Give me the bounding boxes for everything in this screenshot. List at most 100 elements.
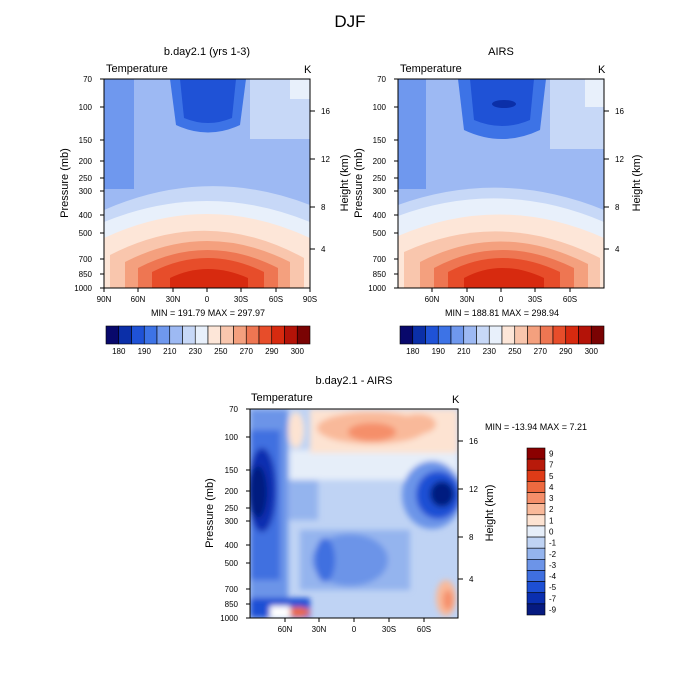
colorbar-label: 190: [432, 347, 446, 356]
y-tick-label: 70: [229, 405, 238, 414]
panel-units-label: K: [304, 64, 312, 76]
colorbar-label: 270: [240, 347, 254, 356]
colorbar-label: 210: [457, 347, 471, 356]
colorbar-swatch: [526, 492, 546, 504]
colorbar-swatch: [526, 559, 546, 571]
colorbar-label: -1: [549, 539, 557, 548]
colorbar-swatch: [526, 570, 546, 582]
y-tick-label: 200: [373, 157, 387, 166]
y-tick-right-label: 8: [321, 203, 326, 212]
colorbar-label: -9: [549, 605, 557, 614]
colorbar-label: -4: [549, 572, 557, 581]
y-tick-right-label: 16: [615, 107, 624, 116]
panel-title: AIRS: [488, 46, 514, 58]
colorbar-label: 290: [265, 347, 279, 356]
colorbar-swatch: [527, 325, 541, 345]
colorbar-swatch: [526, 503, 546, 516]
y-ticks: 70 100 150 200 250 300 400 500 700 850 1…: [74, 75, 104, 293]
y-tick-label: 400: [79, 211, 93, 220]
x-tick-label: 60S: [563, 295, 577, 304]
y-tick-right-label: 4: [469, 575, 474, 584]
panel-difference: b.day2.1 - AIRS Temperature K: [204, 375, 587, 634]
colorbar-label: 9: [549, 450, 554, 459]
colorbar: 180 190 210 230 250 270 290 300: [105, 325, 311, 356]
y-ticks-right: 16 12 8 4: [458, 437, 478, 584]
y-tick-label: 250: [373, 174, 387, 183]
colorbar: 9 7 5 4 3 2 1 0 -1 -2 -3 -4 -5 -7 -9: [526, 447, 557, 616]
x-ticks: 90N 60N 30N 0 30S 60S 90S: [97, 288, 317, 304]
y-tick-label: 100: [79, 103, 93, 112]
y-axis-label: Pressure (mb): [204, 478, 216, 548]
colorbar-label: 250: [508, 347, 522, 356]
min-max-readout: MIN = -13.94 MAX = 7.21: [485, 422, 587, 432]
colorbar-label: 290: [559, 347, 573, 356]
x-tick-label: 90S: [303, 295, 317, 304]
colorbar-swatch: [399, 325, 414, 345]
colorbar-swatch: [284, 325, 298, 345]
y-tick-label: 100: [373, 103, 387, 112]
y-tick-label: 300: [225, 517, 239, 526]
colorbar-swatch: [258, 325, 273, 345]
panel-left-label: Temperature: [106, 63, 168, 75]
colorbar-label: 7: [549, 461, 554, 470]
colorbar-swatch: [578, 325, 592, 345]
y-tick-label: 70: [377, 75, 386, 84]
y-tick-right-label: 8: [615, 203, 620, 212]
panel-model: b.day2.1 (yrs 1-3) Temperature K Pressur…: [59, 46, 351, 356]
colorbar-swatch: [131, 325, 145, 345]
colorbar-label: 4: [549, 483, 554, 492]
x-tick-label: 30N: [166, 295, 181, 304]
colorbar-swatch: [143, 325, 158, 345]
colorbar-label: -5: [549, 583, 557, 592]
colorbar-swatch: [450, 325, 465, 345]
y-tick-right-label: 8: [469, 533, 474, 542]
colorbar-swatch: [552, 325, 567, 345]
y-tick-label: 850: [373, 270, 387, 279]
colorbar-swatch: [526, 536, 546, 549]
x-tick-label: 30S: [528, 295, 542, 304]
x-tick-label: 30S: [234, 295, 248, 304]
colorbar-swatch: [526, 458, 546, 471]
figure-title: DJF: [334, 12, 365, 31]
y-tick-right-label: 12: [469, 485, 478, 494]
y-tick-label: 400: [373, 211, 387, 220]
y-tick-right-label: 12: [321, 155, 330, 164]
x-ticks: 60N 30N 0 30S 60S: [278, 618, 431, 634]
y-tick-label: 150: [225, 466, 239, 475]
colorbar-swatch: [182, 325, 196, 345]
colorbar-swatch: [526, 547, 546, 560]
x-tick-label: 60S: [269, 295, 283, 304]
panel-title: b.day2.1 (yrs 1-3): [164, 46, 250, 58]
colorbar-label: 210: [163, 347, 177, 356]
y-tick-label: 1000: [74, 284, 92, 293]
colorbar-swatch: [412, 325, 426, 345]
y-tick-label: 1000: [368, 284, 386, 293]
x-tick-label: 60N: [131, 295, 146, 304]
y-tick-right-label: 16: [321, 107, 330, 116]
contour-field: [250, 409, 458, 618]
y-tick-label: 500: [79, 229, 93, 238]
y-tick-right-label: 16: [469, 437, 478, 446]
colorbar-swatch: [245, 325, 260, 345]
colorbar-swatch: [526, 447, 546, 460]
colorbar-label: 1: [549, 516, 554, 525]
y-ticks-right: 16 12 8 4: [604, 107, 624, 254]
colorbar-label: -7: [549, 594, 557, 603]
colorbar-label: 0: [549, 528, 554, 537]
colorbar-swatch: [437, 325, 452, 345]
y-tick-label: 250: [225, 504, 239, 513]
colorbar-swatch: [526, 525, 546, 538]
colorbar-label: 250: [214, 347, 228, 356]
colorbar-swatch: [233, 325, 247, 345]
colorbar-label: 3: [549, 494, 554, 503]
panel-units-label: K: [452, 394, 460, 406]
colorbar-swatch: [118, 325, 132, 345]
colorbar-label: 190: [138, 347, 152, 356]
x-tick-label: 60N: [278, 625, 293, 634]
panel-title: b.day2.1 - AIRS: [315, 375, 392, 387]
y-tick-label: 850: [225, 600, 239, 609]
y-axis-label: Pressure (mb): [353, 148, 365, 218]
x-ticks: 60N 30N 0 30S 60S: [425, 288, 577, 304]
y-ticks: 70 100 150 200 250 300 400 500 700 850 1…: [220, 405, 250, 623]
